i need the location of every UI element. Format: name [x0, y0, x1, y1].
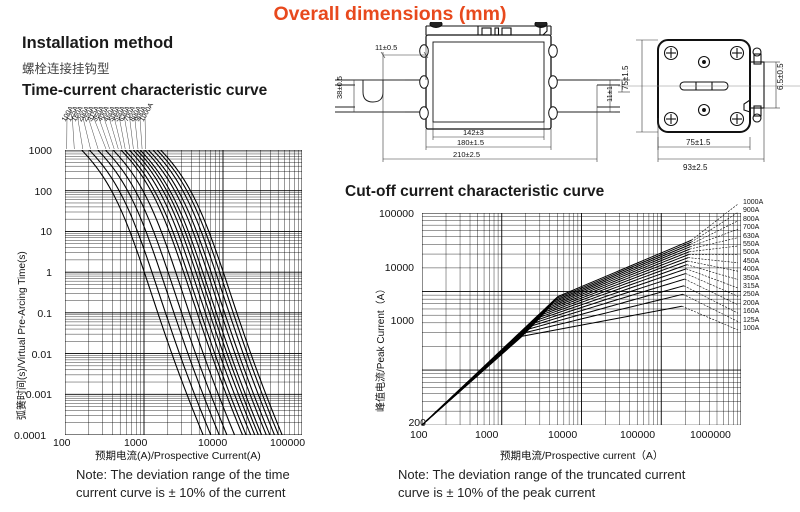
svg-text:180±1.5: 180±1.5	[457, 138, 484, 147]
svg-text:11±1: 11±1	[605, 86, 614, 102]
svg-text:75±1.5: 75±1.5	[621, 65, 630, 90]
svg-text:11±0.5: 11±0.5	[375, 43, 397, 52]
svg-text:210±2.5: 210±2.5	[453, 150, 480, 159]
svg-text:38±0.5: 38±0.5	[335, 76, 344, 99]
svg-text:142±3: 142±3	[463, 128, 484, 137]
svg-text:93±2.5: 93±2.5	[683, 163, 708, 172]
svg-text:6.5±0.5: 6.5±0.5	[776, 63, 785, 90]
svg-text:75±1.5: 75±1.5	[686, 138, 711, 147]
